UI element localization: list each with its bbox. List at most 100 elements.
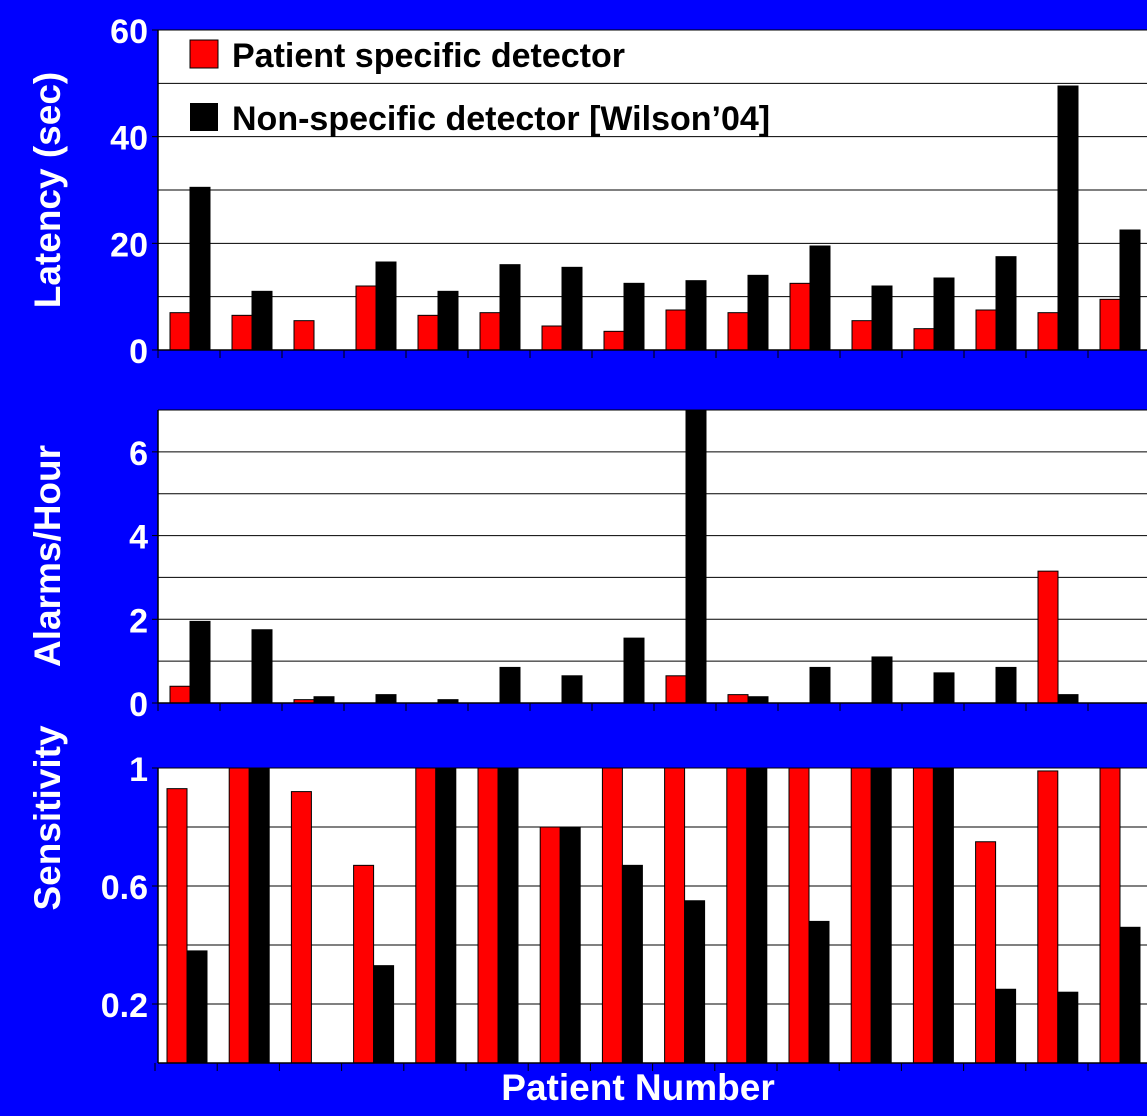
bar-non-specific	[995, 988, 1017, 1064]
y-axis-label: Latency (sec)	[27, 72, 68, 309]
bar-patient-specific	[664, 767, 686, 1064]
bar-non-specific	[561, 675, 583, 704]
bar-patient-specific	[355, 285, 377, 351]
bar-patient-specific	[290, 791, 312, 1064]
bar-patient-specific	[850, 767, 872, 1064]
bar-non-specific	[499, 264, 521, 351]
bar-patient-specific	[228, 767, 250, 1064]
y-tick-label: 0	[129, 333, 148, 371]
bar-non-specific	[623, 282, 645, 351]
y-tick-label: 4	[129, 519, 148, 557]
bar-non-specific	[871, 656, 893, 704]
bar-non-specific	[437, 290, 459, 351]
bar-patient-specific	[912, 767, 934, 1064]
bar-non-specific	[248, 767, 270, 1064]
y-tick-label: 1	[129, 751, 148, 789]
bar-patient-specific	[479, 312, 501, 351]
bar-patient-specific	[415, 767, 437, 1064]
bar-patient-specific	[1037, 770, 1059, 1064]
bar-non-specific	[809, 666, 831, 704]
y-tick-label: 20	[110, 226, 148, 264]
y-tick-label: 60	[110, 13, 148, 51]
bar-patient-specific	[169, 312, 191, 351]
bar-non-specific	[561, 266, 583, 351]
bar-non-specific	[933, 672, 955, 704]
y-tick-label: 0	[129, 686, 148, 724]
alarms-chart: 0 2 4 6 Alarms/Hour	[27, 409, 1147, 724]
bar-patient-specific	[603, 330, 625, 351]
bar-non-specific	[375, 261, 397, 351]
bar-non-specific	[808, 920, 830, 1064]
x-axis-label: Patient Number	[501, 1067, 774, 1108]
bar-patient-specific	[975, 309, 997, 351]
latency-chart: 0 20 40 60 Latency (sec)	[27, 13, 1147, 371]
bar-non-specific	[1119, 229, 1141, 351]
bar-patient-specific	[789, 282, 811, 351]
bar-patient-specific	[293, 320, 315, 351]
bar-non-specific	[499, 666, 521, 704]
bar-non-specific	[189, 620, 211, 704]
bar-patient-specific	[353, 864, 375, 1064]
bar-patient-specific	[727, 312, 749, 351]
bar-non-specific	[251, 290, 273, 351]
bar-patient-specific	[1099, 767, 1121, 1064]
bar-non-specific	[1057, 991, 1079, 1064]
plot-area	[158, 410, 1147, 703]
bar-non-specific	[1057, 694, 1079, 704]
bar-non-specific	[995, 256, 1017, 351]
bar-non-specific	[559, 826, 581, 1064]
y-tick-label: 40	[110, 120, 148, 158]
bar-non-specific	[684, 900, 706, 1064]
y-axis-label: Alarms/Hour	[27, 445, 68, 667]
y-tick-label: 2	[129, 602, 148, 640]
legend-label-non-specific: Non-specific detector [Wilson’04]	[232, 100, 770, 138]
bar-patient-specific	[169, 685, 191, 704]
bar-patient-specific	[665, 309, 687, 351]
bar-non-specific	[189, 186, 211, 351]
bar-non-specific	[871, 285, 893, 351]
bar-patient-specific	[231, 314, 253, 351]
bar-patient-specific	[1037, 570, 1059, 704]
legend: Patient specific detector Non-specific d…	[189, 37, 770, 138]
bar-patient-specific	[477, 767, 499, 1064]
bar-non-specific	[435, 767, 457, 1064]
bar-non-specific	[870, 767, 892, 1064]
bar-non-specific	[747, 274, 769, 351]
bar-patient-specific	[975, 841, 997, 1064]
bar-patient-specific	[166, 788, 188, 1064]
bar-patient-specific	[601, 767, 623, 1064]
bar-non-specific	[685, 280, 707, 351]
bar-non-specific	[809, 245, 831, 351]
legend-swatch-non-specific	[190, 103, 218, 131]
legend-label-patient-specific: Patient specific detector	[232, 37, 625, 75]
bar-non-specific	[623, 637, 645, 704]
bar-patient-specific	[727, 694, 749, 704]
bar-patient-specific	[913, 328, 935, 351]
bar-patient-specific	[851, 320, 873, 351]
bar-patient-specific	[788, 767, 810, 1064]
bar-non-specific	[1119, 926, 1141, 1064]
bar-non-specific	[932, 767, 954, 1064]
bar-non-specific	[373, 965, 395, 1064]
y-axis-label: Sensitivity	[27, 725, 68, 910]
bar-non-specific	[685, 409, 707, 704]
y-tick-label: 0.6	[101, 869, 148, 907]
bar-non-specific	[747, 696, 769, 704]
bar-patient-specific	[726, 767, 748, 1064]
bar-non-specific	[621, 864, 643, 1064]
bar-patient-specific	[1037, 312, 1059, 351]
bar-non-specific	[497, 767, 519, 1064]
y-tick-label: 0.2	[101, 987, 148, 1025]
bar-non-specific	[746, 767, 768, 1064]
bar-patient-specific	[417, 314, 439, 351]
y-tick-label: 6	[129, 435, 148, 473]
bar-patient-specific	[665, 675, 687, 704]
bar-non-specific	[251, 629, 273, 704]
legend-swatch-patient-specific	[189, 39, 219, 69]
bar-patient-specific	[1099, 298, 1121, 351]
bar-patient-specific	[541, 325, 563, 351]
bar-non-specific	[186, 950, 208, 1064]
sensitivity-chart: 0.2 0.6 1 Sensitivity	[27, 725, 1147, 1071]
bar-non-specific	[933, 277, 955, 351]
